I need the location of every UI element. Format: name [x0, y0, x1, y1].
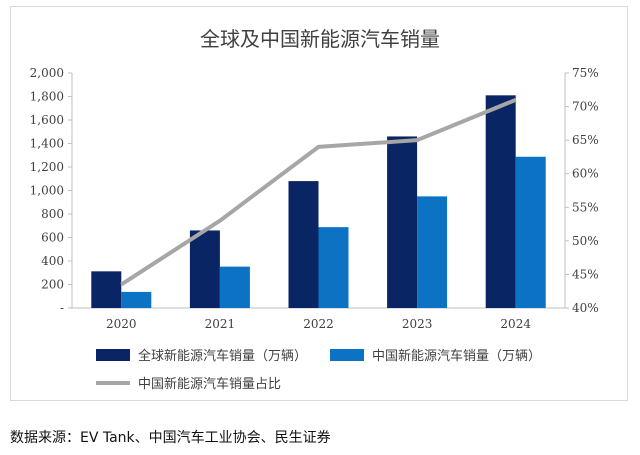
bar-china-2022	[318, 227, 349, 308]
left-tick-label: 1,600	[30, 113, 64, 127]
source-note: 数据来源：EV Tank、中国汽车工业协会、民生证券	[10, 430, 331, 446]
legend-swatch-global	[96, 349, 130, 361]
bar-global-2024	[485, 95, 516, 308]
x-tick-label: 2021	[205, 317, 236, 331]
left-tick-label: 2,000	[30, 66, 64, 80]
share-point-2023	[416, 139, 418, 141]
bar-china-2021	[219, 266, 250, 308]
left-tick-label: 1,400	[30, 137, 64, 151]
left-tick-label: 200	[41, 278, 64, 292]
legend-swatch-china	[330, 349, 364, 361]
share-point-2020	[120, 284, 122, 285]
left-tick-label: 1,800	[30, 90, 64, 104]
right-tick-label: 65%	[572, 133, 599, 147]
bar-china-2020	[121, 291, 152, 308]
right-tick-label: 50%	[572, 234, 599, 248]
bar-global-2023	[387, 136, 418, 308]
right-tick-label: 55%	[572, 200, 599, 214]
x-tick-label: 2020	[106, 317, 137, 331]
right-tick-label: 60%	[572, 167, 599, 181]
x-tick-label: 2024	[500, 317, 531, 331]
bar-china-2024	[515, 156, 546, 308]
left-tick-label: 400	[41, 254, 64, 268]
legend-label-global: 全球新能源汽车销量（万辆）	[138, 348, 307, 364]
left-tick-label: -	[60, 301, 64, 315]
right-tick-label: 40%	[572, 301, 599, 315]
left-tick-label: 600	[41, 231, 64, 245]
legend-label-china: 中国新能源汽车销量（万辆）	[372, 348, 541, 364]
x-tick-label: 2022	[303, 317, 334, 331]
x-tick-label: 2023	[402, 317, 433, 331]
bar-global-2022	[288, 181, 319, 308]
share-point-2021	[219, 220, 221, 222]
left-tick-label: 1,200	[30, 160, 64, 174]
right-tick-label: 70%	[572, 100, 599, 114]
bar-china-2023	[417, 196, 448, 308]
share-point-2022	[318, 146, 319, 148]
left-tick-label: 1,000	[30, 184, 64, 198]
share-point-2024	[515, 99, 517, 101]
legend-label-share: 中国新能源汽车销量占比	[138, 376, 281, 392]
right-tick-label: 45%	[572, 267, 599, 281]
bar-global-2020	[91, 271, 122, 308]
chart-title: 全球及中国新能源汽车销量	[200, 27, 440, 51]
bar-global-2021	[189, 230, 220, 308]
right-tick-label: 75%	[572, 66, 599, 80]
left-tick-label: 800	[41, 207, 64, 221]
